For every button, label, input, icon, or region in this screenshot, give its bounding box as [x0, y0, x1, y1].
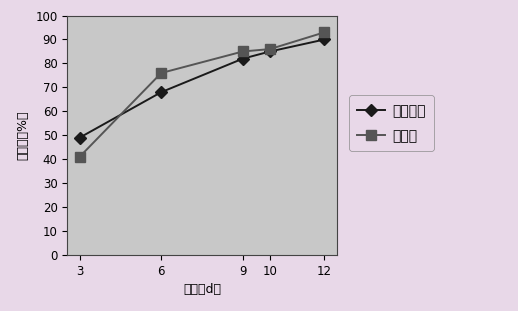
阳性对照	[321, 38, 327, 41]
阳性对照	[267, 50, 273, 53]
阳性对照	[77, 136, 83, 140]
阳性对照	[158, 90, 164, 94]
Legend: 阳性对照, 生物膜: 阳性对照, 生物膜	[349, 95, 434, 151]
Line: 生物膜: 生物膜	[75, 27, 329, 162]
阳性对照	[240, 57, 246, 61]
X-axis label: 时间（d）: 时间（d）	[183, 283, 221, 296]
生物膜	[240, 50, 246, 53]
生物膜	[158, 71, 164, 75]
生物膜	[267, 47, 273, 51]
Line: 阳性对照: 阳性对照	[76, 35, 328, 142]
生物膜	[321, 30, 327, 34]
Y-axis label: 愈合率（%）: 愈合率（%）	[17, 110, 30, 160]
生物膜	[77, 155, 83, 159]
